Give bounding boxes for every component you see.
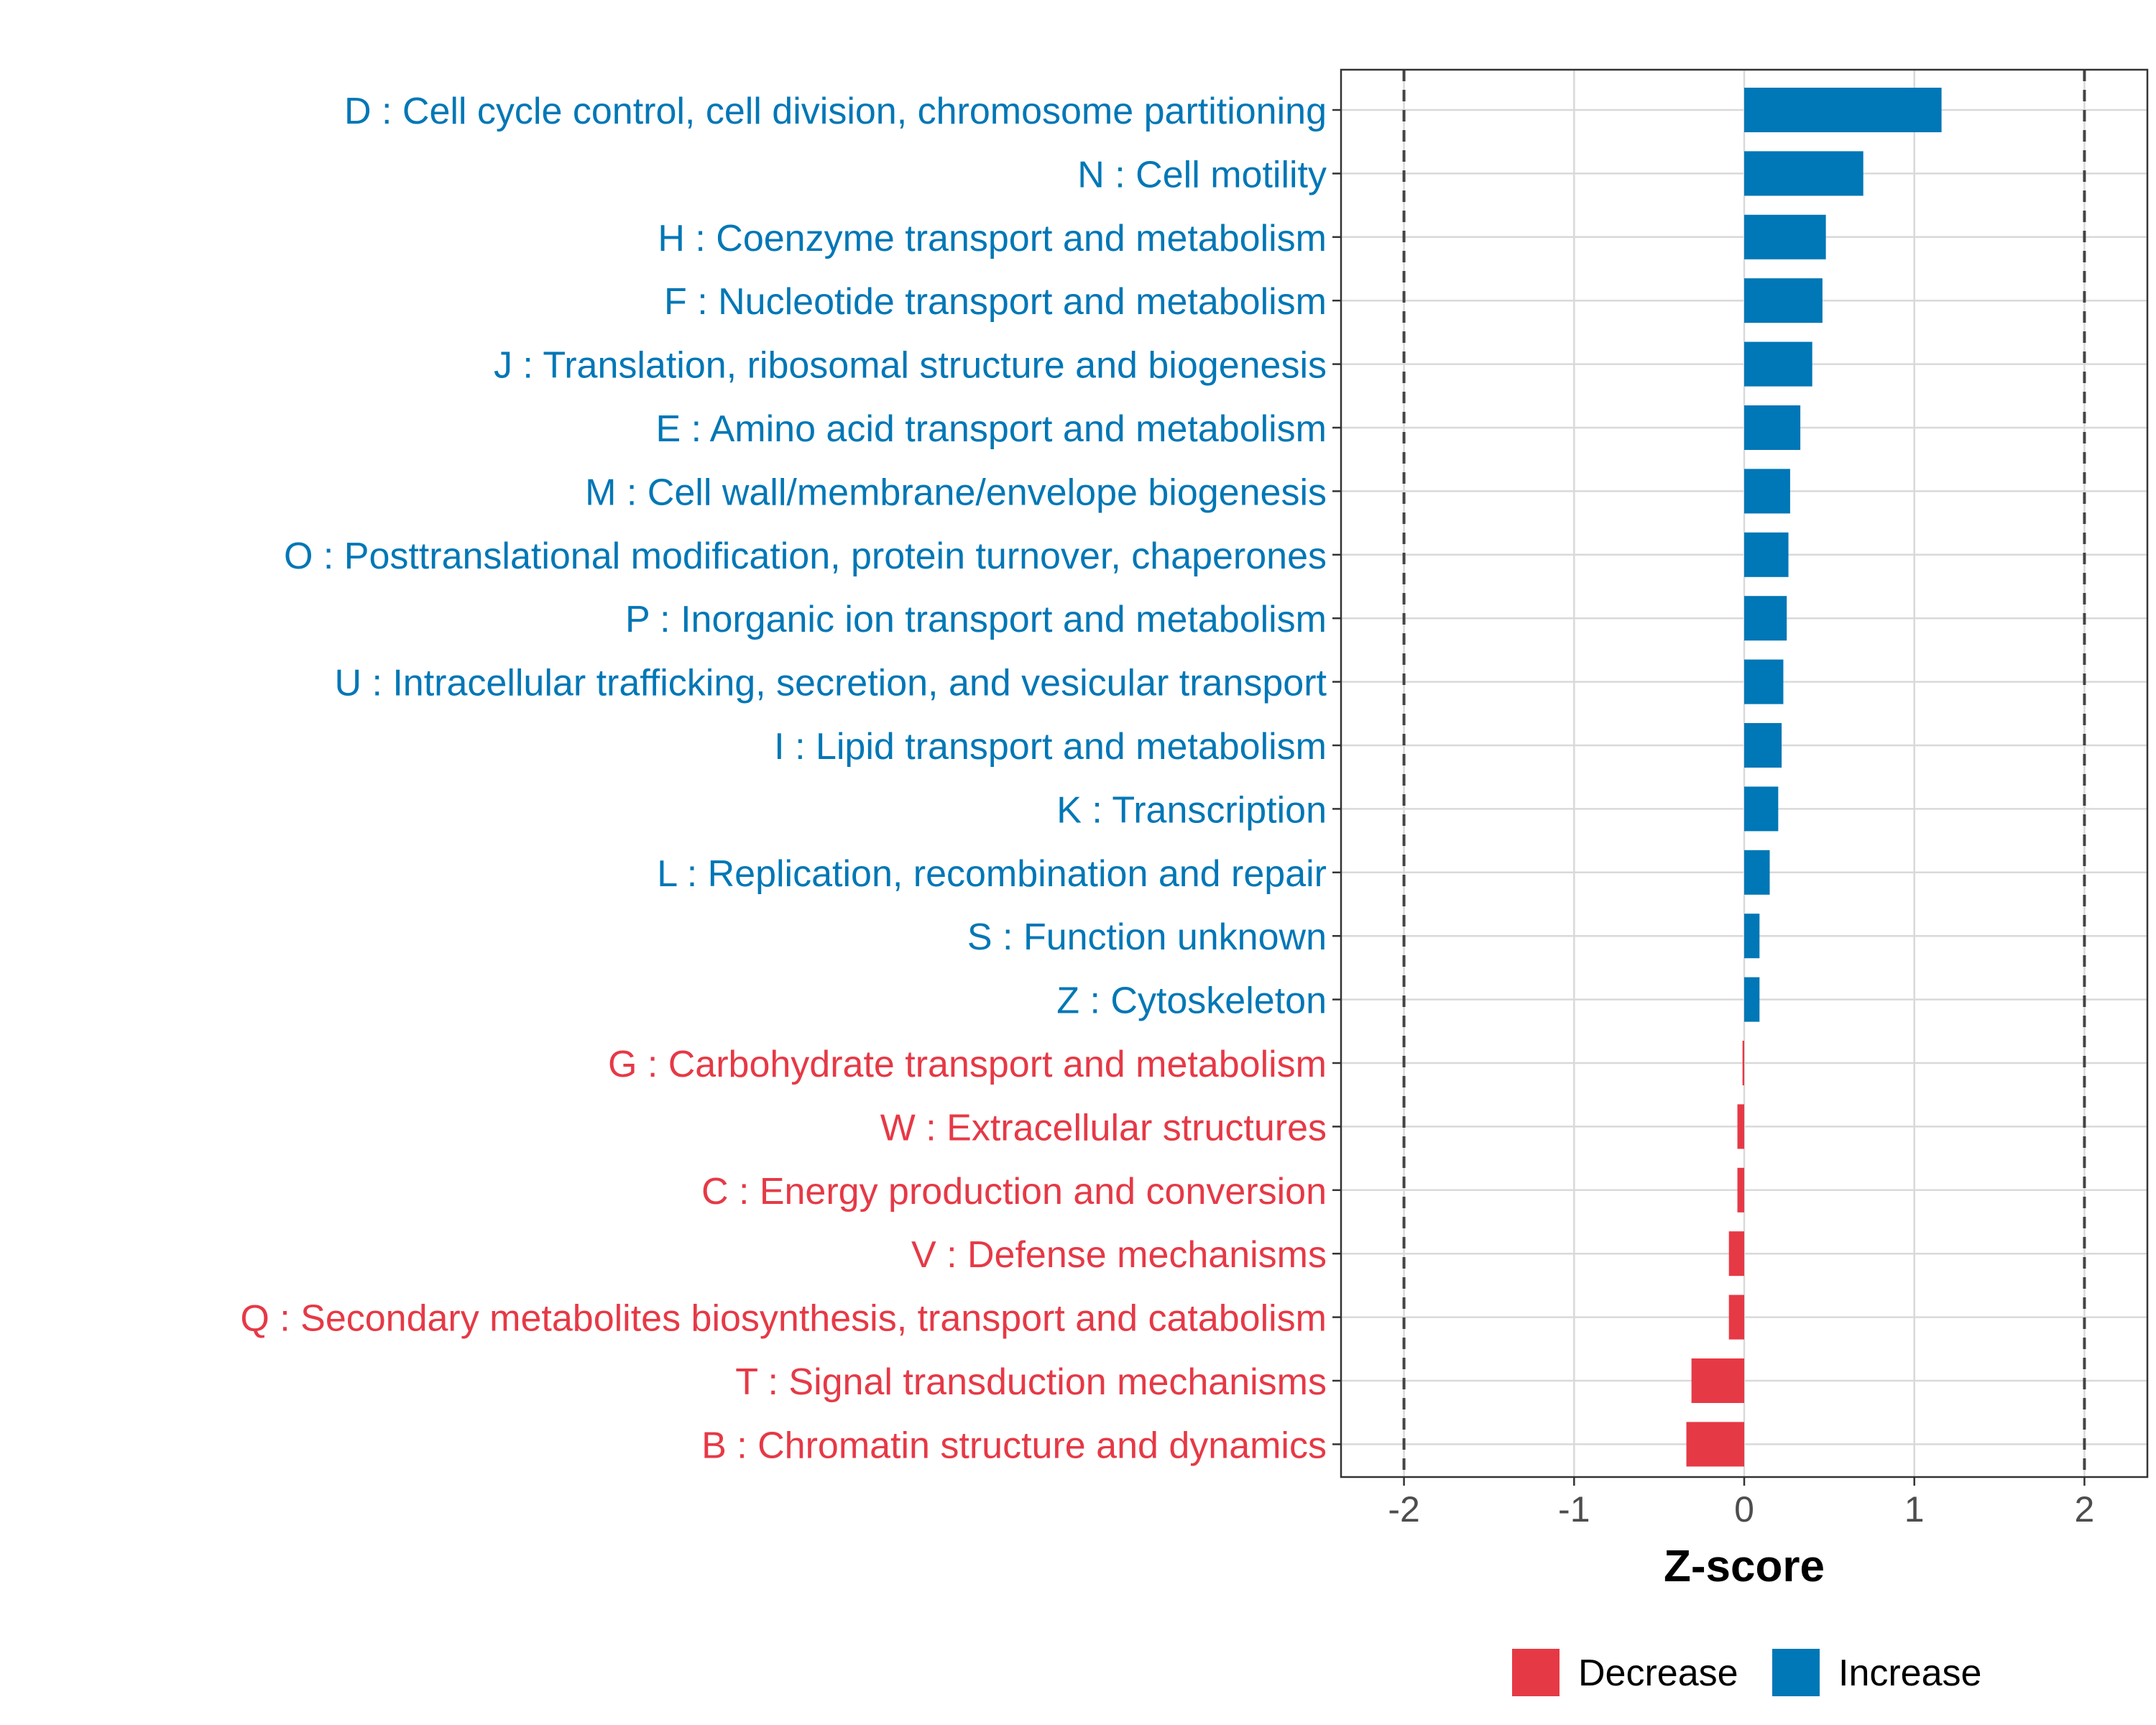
category-label: K : Transcription [1056,789,1327,831]
x-axis-ticks: -2 -1 0 1 2 [1388,1477,2094,1530]
bar-j [1744,341,1812,387]
category-label: V : Defense mechanisms [911,1234,1327,1276]
reference-lines [1402,70,2086,1477]
bar-e [1744,405,1801,450]
category-label: H : Coenzyme transport and metabolism [658,218,1327,259]
category-label: Z : Cytoskeleton [1056,980,1327,1022]
category-label: J : Translation, ribosomal structure and… [494,345,1327,387]
bar-q [1728,1294,1744,1340]
category-label: B : Chromatin structure and dynamics [701,1425,1327,1466]
bar-h [1744,214,1826,259]
category-label: G : Carbohydrate transport and metabolis… [608,1044,1327,1085]
category-label: L : Replication, recombination and repai… [657,853,1327,895]
category-label: S : Function unknown [967,916,1327,958]
bar-l [1744,850,1770,895]
bar-b [1686,1422,1744,1467]
bar-z [1744,977,1760,1022]
category-label: F : Nucleotide transport and metabolism [664,281,1327,323]
legend-label-decrease: Decrease [1578,1652,1738,1694]
x-tick-label: 0 [1734,1489,1754,1530]
category-label: Q : Secondary metabolites biosynthesis, … [240,1298,1327,1340]
legend-swatch-decrease [1512,1649,1560,1696]
legend-swatch-increase [1772,1649,1820,1696]
x-axis-title: Z-score [1664,1542,1825,1591]
x-tick-label: 1 [1904,1489,1925,1530]
bar-n [1744,151,1864,196]
category-label: M : Cell wall/membrane/envelope biogenes… [585,472,1327,513]
category-label: T : Signal transduction mechanisms [735,1361,1327,1403]
bar-t [1691,1358,1744,1403]
bar-k [1744,786,1779,832]
category-label: O : Posttranslational modification, prot… [284,535,1327,577]
category-label: U : Intracellular trafficking, secretion… [334,663,1327,704]
bar-p [1744,596,1787,641]
category-label: E : Amino acid transport and metabolism [655,408,1327,450]
category-label: D : Cell cycle control, cell division, c… [344,91,1327,132]
bar-m [1744,469,1790,514]
bar-w [1737,1104,1744,1149]
bar-d [1744,88,1942,132]
legend-label-increase: Increase [1838,1652,1981,1694]
bar-s [1744,914,1760,959]
bar-g [1742,1041,1744,1085]
category-label: N : Cell motility [1077,154,1327,196]
bar-v [1728,1231,1744,1276]
bar-c [1737,1167,1744,1213]
bars [1686,88,1942,1467]
y-axis-ticks: D : Cell cycle control, cell division, c… [240,91,1341,1466]
legend: Decrease Increase [1512,1649,1981,1696]
bar-u [1744,659,1784,704]
bar-i [1744,723,1782,768]
bar-f [1744,278,1823,323]
category-label: P : Inorganic ion transport and metaboli… [625,599,1327,640]
x-tick-label: -1 [1558,1489,1590,1530]
x-tick-label: 2 [2075,1489,2095,1530]
x-tick-label: -2 [1388,1489,1419,1530]
category-label: W : Extracellular structures [880,1107,1327,1149]
category-label: C : Energy production and conversion [701,1171,1327,1213]
bar-o [1744,532,1789,577]
category-label: I : Lipid transport and metabolism [774,726,1327,768]
